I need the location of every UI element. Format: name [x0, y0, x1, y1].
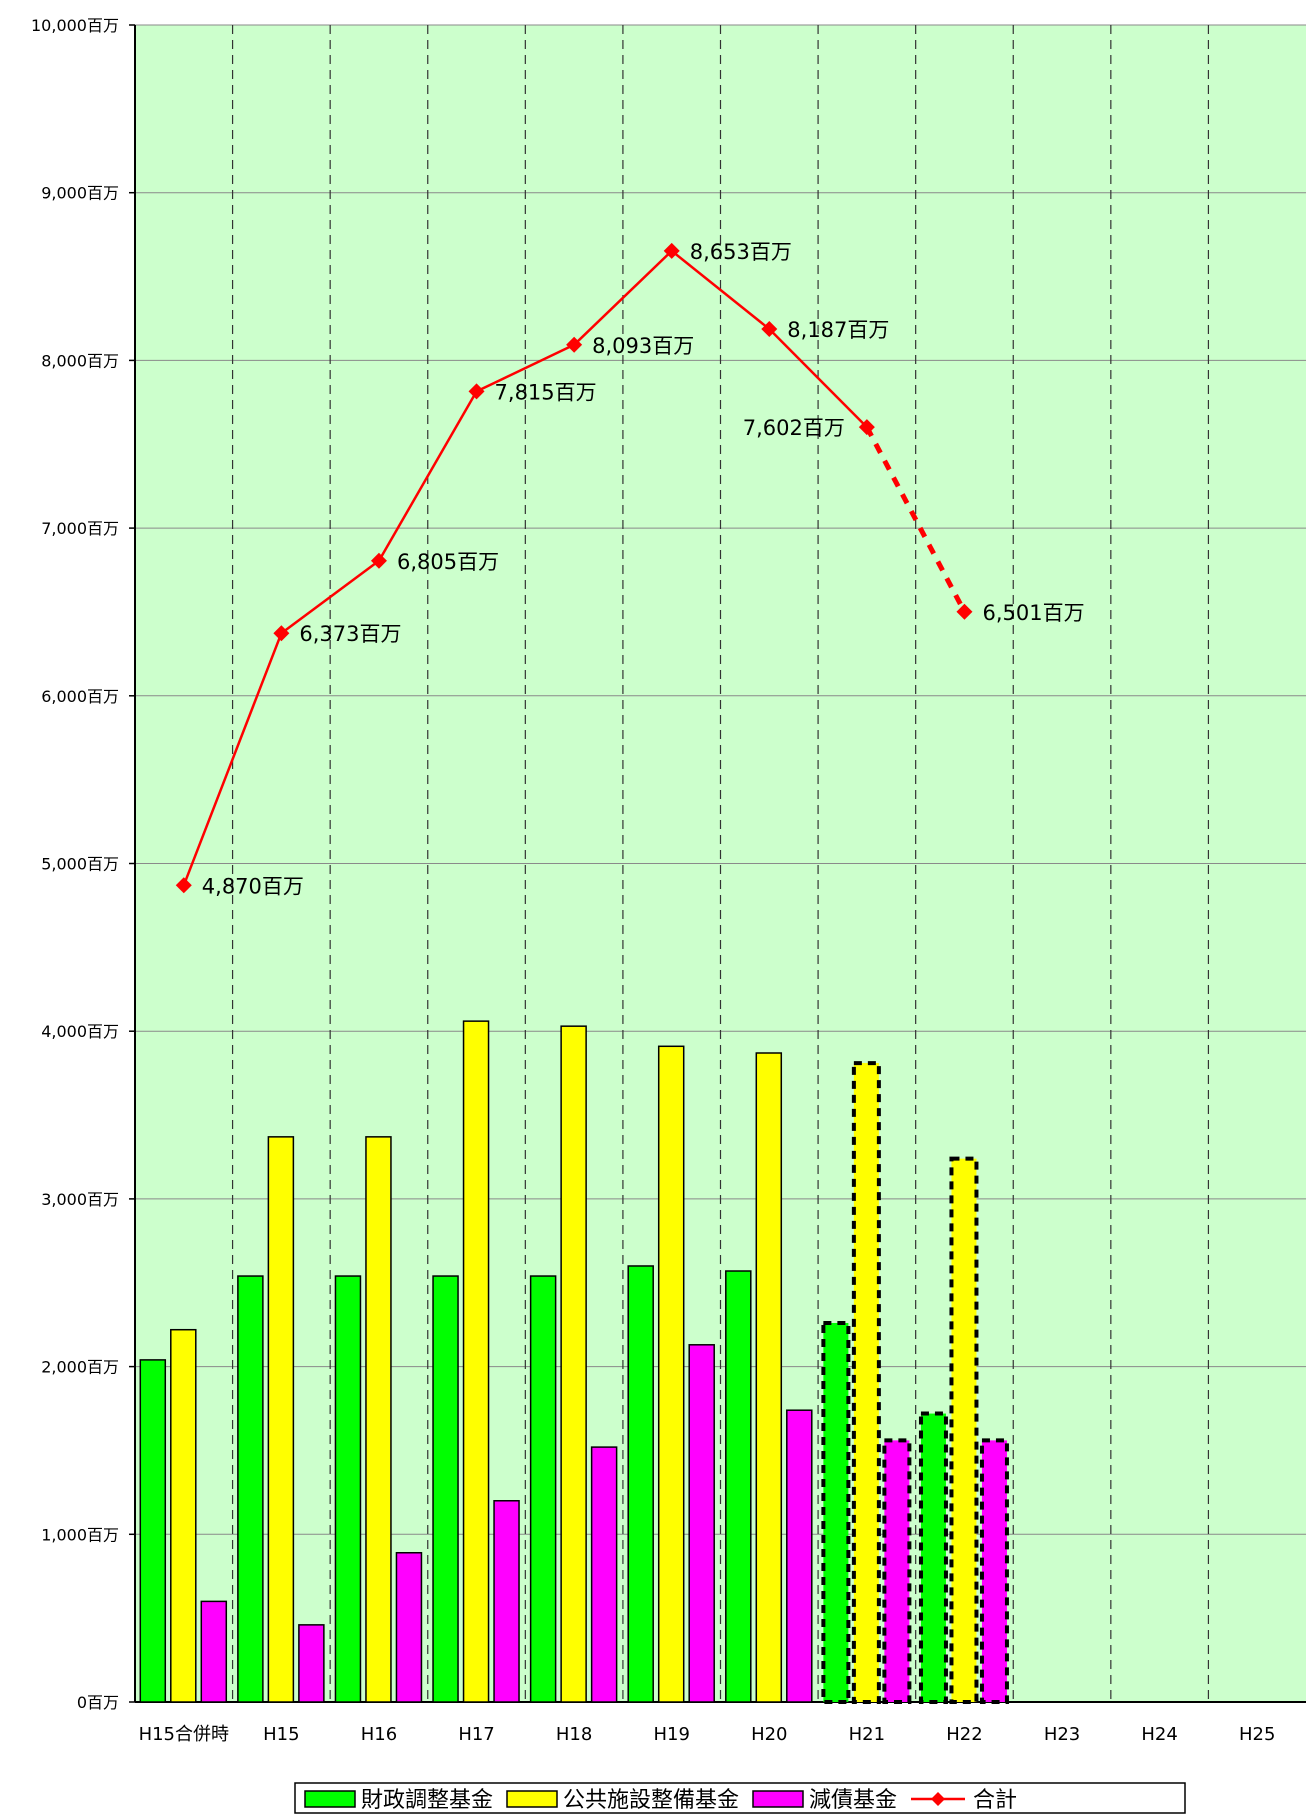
legend-label: 財政調整基金 [361, 1788, 493, 1813]
total-data-label: 8,187百万 [787, 318, 889, 342]
total-marker [468, 383, 485, 400]
total-marker [175, 877, 192, 894]
bar-1 [334, 1275, 362, 1703]
y-tick-label: 10,000百万 [31, 16, 119, 35]
total-data-label: 7,602百万 [743, 416, 845, 440]
y-tick-label: 8,000百万 [41, 351, 119, 370]
bar-3 [200, 1600, 228, 1703]
bar-3 [688, 1344, 715, 1703]
y-tick-label: 7,000百万 [41, 519, 119, 538]
total-data-label: 6,373百万 [299, 622, 401, 646]
total-line-segment [377, 390, 478, 562]
x-tick-label: H23 [1044, 1724, 1080, 1745]
bar-1 [918, 1411, 948, 1705]
bar-1 [432, 1275, 459, 1703]
x-tick-label: H15 [263, 1724, 299, 1745]
bar-3 [493, 1500, 520, 1703]
total-line-segment [476, 343, 575, 393]
y-tick-label: 9,000百万 [41, 184, 119, 203]
total-marker [273, 625, 290, 642]
bar-2 [657, 1045, 685, 1703]
x-tick-label: H17 [458, 1724, 494, 1745]
x-tick-label: H21 [849, 1724, 885, 1745]
legend-swatch [752, 1790, 804, 1808]
bar-1 [529, 1275, 557, 1703]
legend-marker [931, 1792, 945, 1806]
bar-1 [139, 1359, 167, 1703]
y-tick-label: 5,000百万 [41, 855, 119, 874]
total-line-segment [280, 559, 380, 635]
total-marker [370, 552, 387, 569]
x-tick-label: H25 [1239, 1724, 1275, 1745]
x-tick-label: H15合併時 [139, 1724, 229, 1745]
bar-3 [786, 1409, 813, 1703]
total-marker [663, 242, 680, 259]
bar-1 [821, 1320, 851, 1705]
total-line-segment [864, 425, 967, 613]
y-tick-label: 4,000百万 [41, 1022, 119, 1041]
bar-3 [298, 1624, 325, 1703]
x-tick-label: H24 [1141, 1724, 1177, 1745]
bar-2 [462, 1020, 490, 1703]
y-tick-label: 0百万 [77, 1693, 119, 1712]
x-tick-label: H22 [946, 1724, 982, 1745]
total-line-segment [670, 249, 771, 331]
x-tick-label: H19 [653, 1724, 689, 1745]
total-data-label: 7,815百万 [495, 380, 597, 404]
legend-swatch [304, 1790, 356, 1808]
bar-2 [170, 1328, 197, 1703]
bar-3 [882, 1438, 912, 1704]
bar-2 [755, 1052, 783, 1703]
total-line-segment [573, 249, 673, 346]
total-data-label: 4,870百万 [202, 874, 304, 898]
bar-1 [627, 1265, 654, 1703]
total-data-label: 8,093百万 [592, 334, 694, 358]
bar-2 [851, 1061, 881, 1704]
legend-swatch [506, 1790, 558, 1808]
legend-label: 公共施設整備基金 [563, 1788, 739, 1813]
total-data-label: 8,653百万 [690, 240, 792, 264]
bar-2 [949, 1156, 979, 1704]
y-tick-label: 2,000百万 [41, 1358, 119, 1377]
legend-label: 合計 [973, 1788, 1017, 1813]
x-tick-label: H16 [361, 1724, 397, 1745]
total-line-segment [768, 328, 868, 429]
total-data-label: 6,501百万 [982, 601, 1084, 625]
legend-box [294, 1782, 1186, 1814]
total-marker [956, 603, 973, 620]
total-marker [761, 321, 778, 338]
x-tick-label: H20 [751, 1724, 787, 1745]
bar-3 [395, 1551, 423, 1703]
bar-1 [725, 1270, 752, 1703]
y-tick-label: 6,000百万 [41, 687, 119, 706]
total-line-segment [182, 632, 283, 886]
total-data-label: 6,805百万 [397, 550, 499, 574]
x-tick-label: H18 [556, 1724, 592, 1745]
bar-2 [365, 1136, 392, 1703]
y-tick-label: 3,000百万 [41, 1190, 119, 1209]
y-tick-label: 1,000百万 [41, 1525, 119, 1544]
bar-3 [590, 1446, 618, 1703]
legend-label: 減債基金 [809, 1788, 897, 1813]
bar-2 [560, 1025, 587, 1703]
bar-1 [237, 1275, 264, 1703]
bar-3 [979, 1438, 1009, 1704]
total-marker [566, 336, 583, 353]
bar-2 [267, 1136, 295, 1703]
total-marker [858, 419, 875, 436]
